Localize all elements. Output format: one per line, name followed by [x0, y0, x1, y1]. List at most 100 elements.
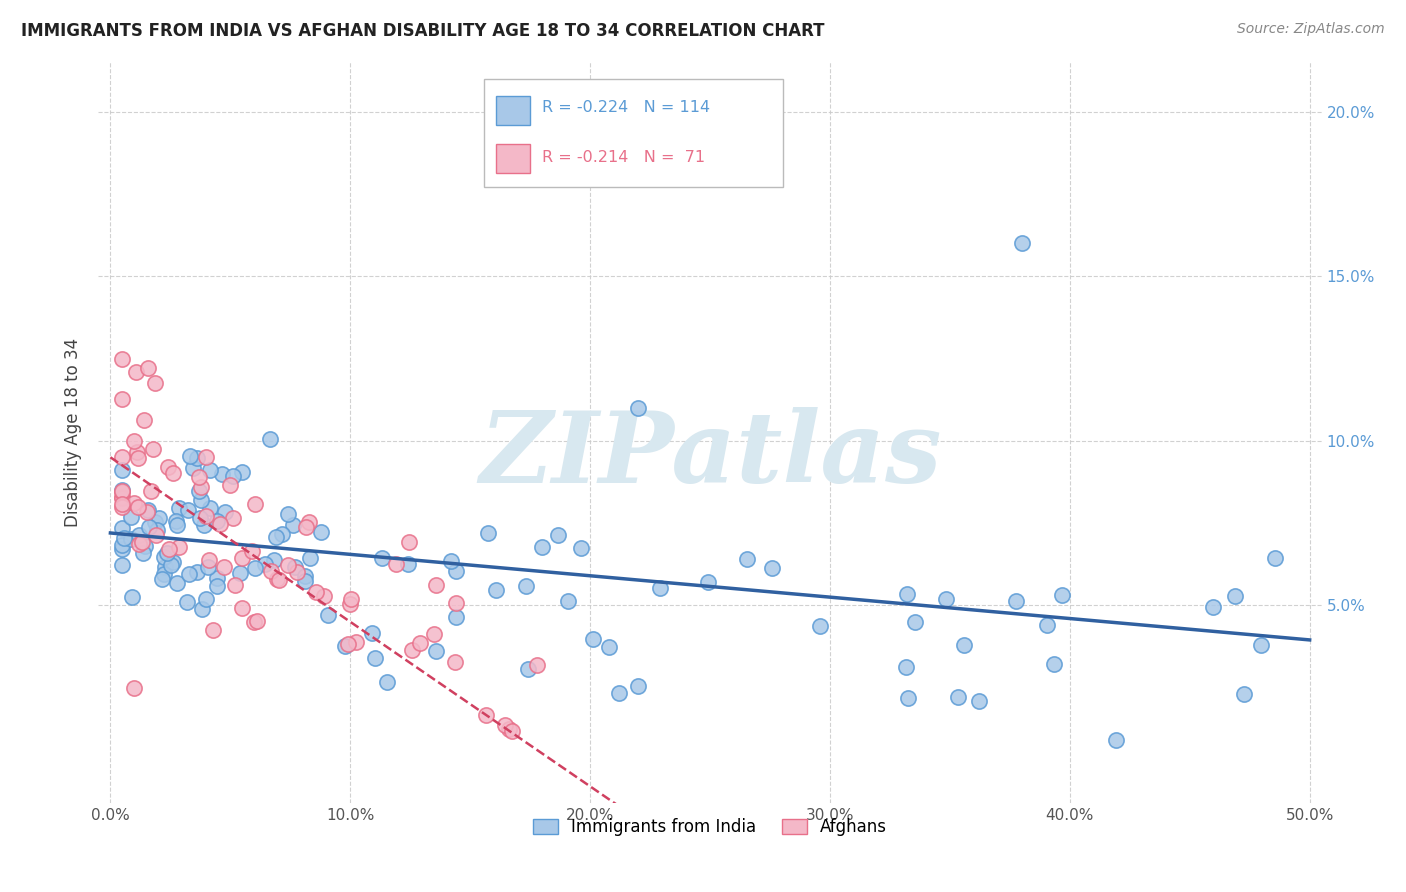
Point [179, 566, 201, 581]
Point [294, 568, 316, 582]
Point [627, 679, 650, 693]
Point [440, 554, 463, 568]
Bar [496, 144, 530, 173]
Point [253, 557, 276, 571]
Point [111, 558, 134, 572]
Point [761, 561, 783, 575]
Point [259, 432, 281, 446]
Point [120, 509, 142, 524]
Point [484, 582, 506, 597]
Y-axis label: Disability Age 18 to 34: Disability Age 18 to 34 [65, 338, 83, 527]
Point [145, 515, 167, 529]
Point [231, 551, 253, 566]
Point [425, 644, 447, 658]
Point [228, 566, 250, 580]
Point [295, 520, 318, 534]
Point [131, 534, 153, 549]
Point [190, 493, 212, 508]
Point [145, 528, 167, 542]
Point [444, 565, 467, 579]
Point [385, 558, 408, 572]
Point [134, 413, 156, 427]
Point [179, 449, 201, 463]
Point [198, 500, 221, 515]
Point [120, 532, 142, 546]
Point [183, 461, 205, 475]
Point [156, 546, 179, 560]
Point [201, 623, 224, 637]
Point [124, 434, 146, 448]
Point [169, 501, 191, 516]
Point [305, 585, 328, 599]
Point [474, 707, 496, 722]
Point [128, 528, 150, 542]
Point [245, 561, 267, 575]
Text: R = -0.224   N = 114: R = -0.224 N = 114 [543, 100, 710, 115]
Point [128, 536, 150, 550]
Point [121, 590, 143, 604]
Point [222, 511, 245, 525]
Point [242, 544, 264, 558]
Point [423, 627, 446, 641]
Point [260, 564, 283, 578]
Point [477, 526, 499, 541]
Point [283, 518, 305, 533]
Text: ZIPatlas: ZIPatlas [479, 407, 941, 503]
Point [207, 514, 229, 528]
Point [309, 525, 332, 540]
Point [111, 542, 134, 557]
Point [167, 540, 190, 554]
Point [627, 401, 650, 415]
Point [953, 638, 976, 652]
Point [948, 690, 970, 704]
Point [111, 483, 134, 498]
Point [231, 600, 253, 615]
Point [398, 535, 420, 549]
Point [188, 511, 211, 525]
Point [299, 550, 322, 565]
Point [582, 632, 605, 647]
Point [231, 465, 253, 479]
Point [285, 566, 308, 580]
Point [127, 445, 149, 459]
Point [264, 530, 287, 544]
Point [157, 541, 180, 556]
Point [166, 576, 188, 591]
Point [1233, 687, 1256, 701]
Point [194, 509, 217, 524]
Point [1264, 551, 1286, 566]
Point [193, 517, 215, 532]
Point [361, 626, 384, 640]
Point [111, 497, 134, 511]
Point [111, 500, 134, 515]
Point [1005, 593, 1028, 607]
Point [598, 640, 620, 654]
Point [222, 469, 245, 483]
Point [188, 470, 211, 484]
Point [935, 592, 957, 607]
Point [316, 608, 339, 623]
Point [339, 597, 361, 611]
Point [150, 572, 173, 586]
Point [141, 483, 163, 498]
Point [136, 503, 159, 517]
Point [111, 392, 134, 406]
Point [569, 541, 592, 555]
Point [111, 463, 134, 477]
Bar [496, 95, 530, 126]
Point [162, 556, 184, 570]
Point [904, 615, 927, 629]
Point [336, 637, 359, 651]
Point [401, 643, 423, 657]
Point [1011, 236, 1033, 251]
Point [219, 478, 242, 492]
Point [224, 577, 246, 591]
Text: Source: ZipAtlas.com: Source: ZipAtlas.com [1237, 22, 1385, 37]
Point [198, 552, 221, 566]
Point [494, 718, 516, 732]
Point [136, 360, 159, 375]
Point [266, 572, 288, 586]
Point [176, 595, 198, 609]
FancyBboxPatch shape [484, 79, 783, 186]
Point [111, 491, 134, 505]
